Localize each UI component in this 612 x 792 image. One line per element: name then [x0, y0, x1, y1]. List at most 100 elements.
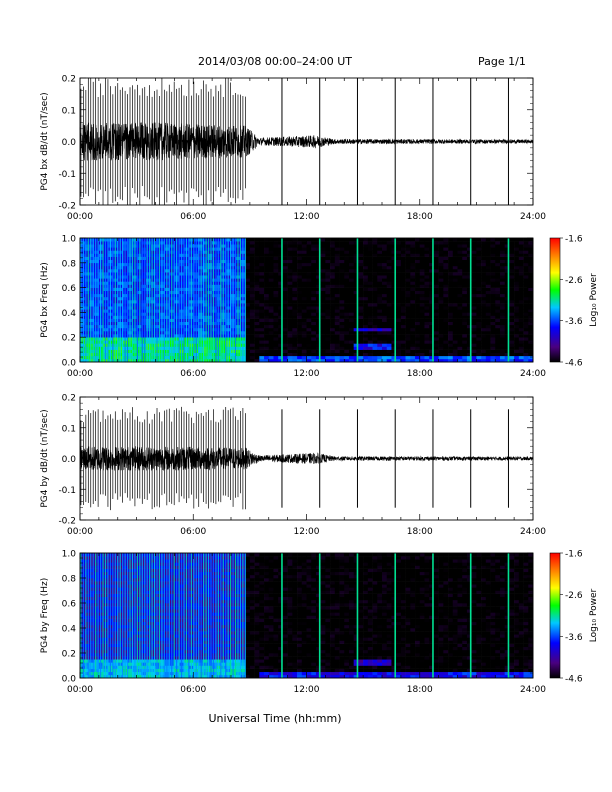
spectrogram-cell [254, 321, 260, 326]
spectrogram-cell [155, 309, 161, 313]
spectrogram-cell [509, 250, 515, 254]
spectrogram-cell [226, 269, 232, 273]
spectrogram-cell [433, 340, 439, 344]
spectrogram-cell [443, 318, 449, 322]
spectrogram-cell [160, 284, 166, 288]
spectrogram-cell [438, 312, 444, 316]
spectrogram-cell [89, 247, 95, 251]
spectrogram-cell [348, 275, 354, 279]
spectrogram-cell [84, 358, 90, 363]
spectrogram-cell [89, 640, 95, 644]
spectrogram-cell [457, 275, 463, 279]
spectrogram-cell [94, 590, 100, 594]
spectrogram-cell [306, 262, 312, 267]
spectrogram-cell [391, 272, 397, 276]
spectrogram-cell [457, 284, 463, 288]
spectrogram-cell [301, 256, 307, 260]
spectrogram-cell [315, 324, 321, 329]
spectrogram-cell [382, 318, 388, 322]
spectrogram-cell [94, 247, 100, 251]
spectrogram-cell [84, 603, 90, 607]
spectrogram-cell [273, 331, 279, 335]
spectrogram-cell [94, 618, 100, 623]
spectrogram-cell [212, 269, 218, 273]
dense-spike-column [114, 238, 116, 362]
spectrogram-cell [141, 615, 147, 619]
spectrogram-cell [249, 241, 255, 245]
spectrogram-cell [98, 287, 104, 291]
spectrogram-cell [89, 609, 95, 613]
dense-spike-column [126, 238, 129, 362]
spectrogram-cell [141, 293, 147, 298]
spectrogram-cell [311, 269, 317, 273]
spectrogram-cell [216, 290, 222, 295]
spectrogram-cell [207, 269, 213, 273]
spectrogram-cell [438, 315, 444, 319]
spectrogram-cell [448, 300, 454, 304]
spectrogram-cell [528, 303, 534, 307]
spectrogram-cell [136, 253, 142, 257]
spectrogram-cell [415, 278, 421, 282]
spectrogram-cell [419, 238, 425, 242]
spectrogram-cell [315, 293, 321, 298]
spectrogram-cell [353, 355, 359, 360]
spectrogram-cell [410, 309, 416, 313]
spectrogram-cell [325, 293, 331, 298]
spectrogram-cell [386, 247, 392, 251]
spectrogram-cell [405, 334, 411, 338]
spectrogram-cell [334, 337, 340, 341]
spectrogram-cell [523, 343, 529, 347]
spectrogram-cell [315, 321, 321, 326]
spectrogram-cell [514, 241, 520, 245]
spectrogram-cell [344, 253, 350, 257]
spectrogram-cell [325, 287, 331, 291]
spectrogram-cell [344, 321, 350, 326]
spectrogram-cell [311, 284, 317, 288]
spectrogram-cell [523, 244, 529, 248]
spectrogram-cell [273, 293, 279, 298]
spectrogram-cell [103, 656, 109, 660]
spectrogram-cell [481, 346, 487, 350]
spectrogram-cell [415, 334, 421, 338]
spectrogram-cell [282, 327, 288, 332]
spectrogram-cell [301, 303, 307, 307]
spectrogram-cell [89, 615, 95, 619]
spectrogram-cell [353, 272, 359, 276]
spectrogram-cell [320, 238, 326, 242]
spectrogram-cell [287, 355, 293, 360]
spectrogram-cell [396, 315, 402, 319]
spectrogram-cell [419, 253, 425, 257]
spectrogram-cell [353, 331, 359, 335]
spectrogram-cell [268, 309, 274, 313]
spectrogram-cell [400, 238, 406, 242]
spectrogram-cell [320, 327, 326, 332]
spectrogram-cell [509, 312, 515, 316]
spectrogram-cell [160, 315, 166, 319]
spectrogram-cell [150, 281, 156, 285]
spectrogram-cell [429, 303, 435, 307]
spectrogram-cell [415, 290, 421, 295]
spectrogram-cell [405, 337, 411, 341]
spectrogram-cell [84, 309, 90, 313]
spectrogram-cell [410, 343, 416, 347]
spectrogram-cell [98, 671, 104, 676]
spectrogram-cell [509, 272, 515, 276]
spectrogram-cell [367, 358, 373, 363]
spectrogram-cell [103, 244, 109, 248]
spectrogram-cell [448, 337, 454, 341]
spectrogram-cell [504, 318, 510, 322]
spectrogram-cell [433, 349, 439, 353]
spectrogram-cell [297, 296, 303, 301]
spectrogram-cell [330, 253, 336, 257]
spectrogram-cell [301, 327, 307, 332]
spectrogram-cell [348, 346, 354, 350]
spectrogram-cell [150, 309, 156, 313]
spectrogram-cell [509, 269, 515, 273]
spectrogram-cell [98, 340, 104, 344]
spectrogram-cell [226, 318, 232, 322]
spectrogram-cell [197, 300, 203, 304]
spectrogram-cell [514, 293, 520, 298]
spectrogram-cell [89, 275, 95, 279]
spectrogram-cell [448, 358, 454, 363]
